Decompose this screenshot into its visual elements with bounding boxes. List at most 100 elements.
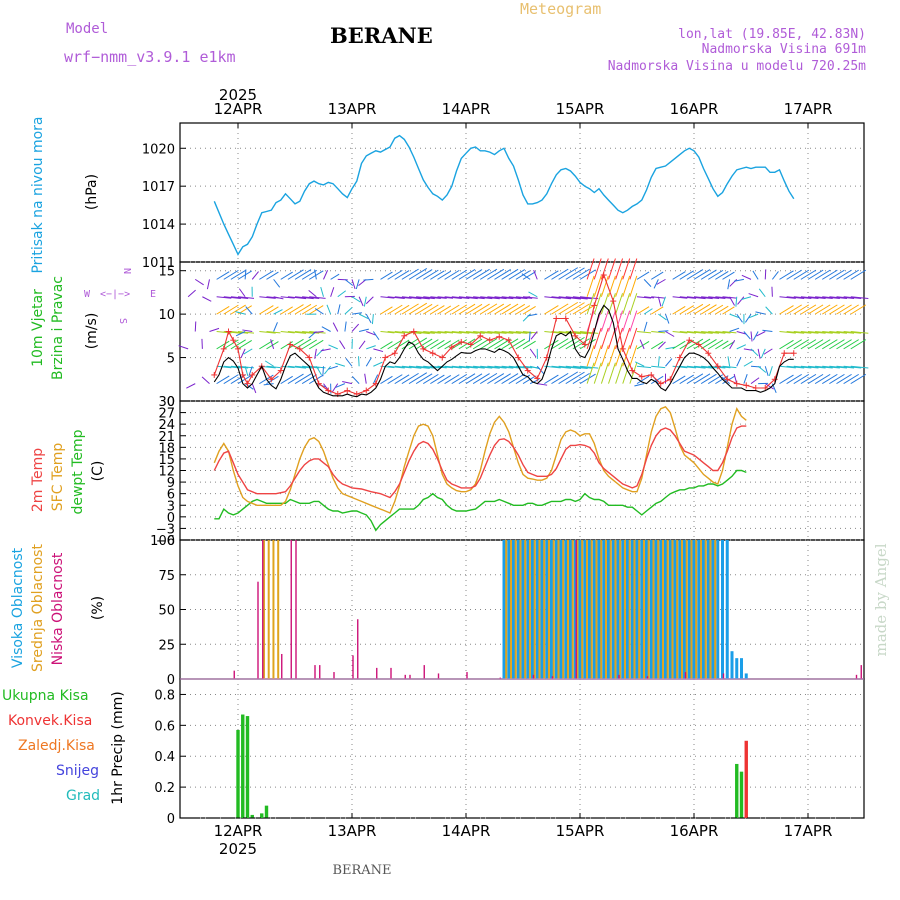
wind-vector [380,331,395,334]
wind-vector [522,340,536,350]
wind-vector [528,291,538,298]
wind-vector [836,296,855,300]
wind-vector [515,339,531,350]
y-tick-label: 10 [158,308,175,323]
wind-vector [416,365,435,369]
wind-vector [727,279,731,290]
y-tick-label: 12 [158,465,175,480]
mid-cloud-bar [576,540,579,679]
mid-cloud-bar [562,540,565,679]
wind-vector [444,296,462,299]
wind-vector [380,341,393,350]
wind-vector [365,357,372,367]
wind-vector [387,365,405,369]
wind-vector [251,271,259,280]
high-cloud-bar [664,540,667,679]
wind-vector [394,304,410,315]
wind-vector [216,340,230,350]
wind-vector [750,348,759,357]
wind-vector [522,313,531,322]
wind-vector [736,344,747,350]
wind-vector [658,313,667,321]
wind-vector [355,279,360,290]
wind-vector [423,365,441,369]
wind-vector [194,278,204,286]
wind-vector [444,304,460,315]
total-precip-bar [236,729,240,818]
high-cloud-bar [659,540,663,679]
wind-vector [287,304,304,315]
wind-vector [622,258,631,280]
y-tick-label: −3 [156,522,175,537]
wind-vector [572,338,590,350]
product-title: Meteogram [520,0,601,18]
wind-vector [765,306,773,315]
wind-vector [223,339,239,350]
grid-lines [180,123,864,819]
wind-vector [472,303,490,315]
mid-cloud-bar [633,540,636,679]
wind-vector [458,331,478,334]
wind-vector [320,286,324,297]
wind-vector [415,373,433,385]
wind-vector [280,271,293,280]
wind-vector [579,365,599,369]
mid-cloud-bar [680,540,683,679]
low-cloud-bar [233,670,235,679]
wind-vector [363,296,367,307]
wind-vector [600,258,609,280]
high-cloud-bar [573,540,577,679]
legend-conv-precip: Konvek.Kisa [8,713,92,729]
wind-vector [643,279,652,287]
high-cloud-bar [706,540,710,679]
wind-vector [735,296,738,307]
wind-vector [843,269,859,280]
high-cloud-bar [721,540,724,679]
wind-vector [629,345,638,367]
wind-vector [572,303,590,315]
wind-vector [394,339,410,350]
wind-vector [679,270,694,280]
wind-vector [615,362,624,384]
axis-ticks: 1011101410171020051015−6−303691215182124… [142,123,809,827]
wind-vector [380,296,395,299]
wind-vector [629,275,638,297]
wind-vector [733,278,744,282]
high-cloud-bar [616,540,620,679]
wind-vector [672,375,686,385]
mid-cloud-bar [714,540,717,679]
wind-vector [216,375,230,385]
wind-vector [722,331,737,334]
wind-vector [615,258,624,280]
compass-east: E [150,289,156,300]
wind-vector [508,365,528,369]
wind-vector [387,304,403,315]
wind-vector [786,373,802,385]
top-day-labels: 12APR 13APR 14APR 15APR 16APR 17APR [214,100,833,118]
mid-cloud-bar [585,540,588,679]
wind-vector [608,293,616,315]
wind-vector [287,373,304,385]
wind-vector [558,267,579,280]
wind-vector [593,258,602,280]
wind-vector [444,365,462,369]
wind-vector [741,296,752,300]
wind-vector [572,372,590,385]
bottom-day-label: 12APR [214,822,263,840]
mid-cloud-bar [604,540,607,679]
wind-vector [850,373,867,385]
low-cloud-title: Niska Oblacnost [50,552,66,665]
wind-vector [686,331,706,334]
wind-vector [850,365,869,369]
altitude-label: Nadmorska Visina 691m [702,42,867,57]
wind-vector [408,337,428,350]
wind-vector [629,362,638,384]
wind-vector [593,345,602,367]
wind-vector [653,279,659,289]
wind-vector [661,296,666,307]
wind-vector [636,306,650,315]
wind-vector [748,313,759,319]
wind-vector [423,296,441,300]
wind-vector [266,365,281,369]
wind-vector [636,271,650,280]
